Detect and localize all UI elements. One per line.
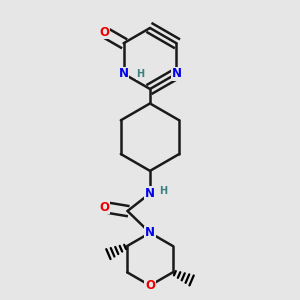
Text: O: O: [99, 26, 109, 38]
Text: N: N: [118, 67, 129, 80]
Text: N: N: [145, 226, 155, 239]
Text: O: O: [145, 279, 155, 292]
Text: H: H: [136, 69, 144, 80]
Text: H: H: [159, 186, 167, 197]
Text: O: O: [99, 201, 110, 214]
Text: N: N: [145, 187, 155, 200]
Text: N: N: [171, 67, 182, 80]
